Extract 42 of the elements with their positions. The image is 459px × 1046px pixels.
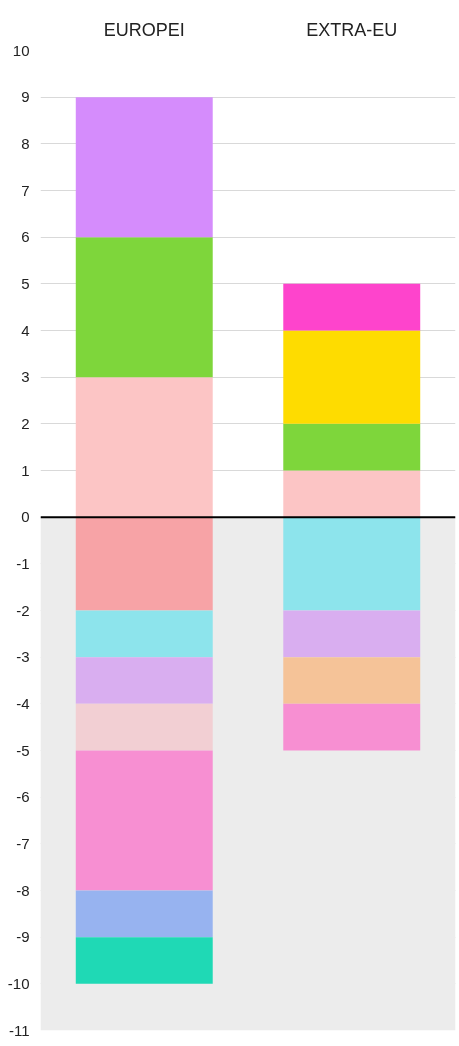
bar bbox=[75, 377, 213, 518]
y-tick-label: -5 bbox=[16, 741, 30, 759]
x-tick-label: EUROPEI bbox=[103, 19, 185, 40]
y-tick-label: -11 bbox=[8, 1021, 30, 1039]
y-tick-label: 4 bbox=[21, 321, 30, 339]
y-tick-label: -3 bbox=[16, 648, 30, 666]
y-tick-label: -2 bbox=[16, 601, 30, 619]
y-tick-label: -8 bbox=[16, 881, 30, 899]
y-tick-label: 8 bbox=[21, 134, 30, 152]
y-tick-label: 2 bbox=[21, 414, 30, 432]
y-tick-label: 7 bbox=[21, 181, 30, 199]
y-tick-label: -7 bbox=[16, 834, 30, 852]
bar bbox=[75, 97, 213, 238]
bar bbox=[75, 750, 213, 891]
y-tick-label: 0 bbox=[21, 508, 30, 526]
bar bbox=[283, 283, 421, 331]
x-tick-label: EXTRA-EU bbox=[306, 19, 398, 40]
bar bbox=[283, 517, 421, 611]
y-tick-label: -10 bbox=[7, 974, 30, 992]
y-tick-label: 3 bbox=[21, 368, 30, 386]
bar bbox=[75, 517, 213, 611]
bar bbox=[75, 657, 213, 704]
bar bbox=[283, 423, 421, 471]
bar bbox=[283, 470, 421, 518]
y-tick-label: -1 bbox=[16, 554, 30, 572]
bar bbox=[75, 610, 213, 658]
y-tick-label: 5 bbox=[21, 274, 30, 292]
y-tick-label: 10 bbox=[12, 41, 30, 59]
bar bbox=[283, 703, 421, 751]
y-tick-label: -4 bbox=[16, 694, 30, 712]
bar bbox=[75, 703, 213, 751]
y-tick-label: 1 bbox=[21, 461, 30, 479]
bar bbox=[283, 330, 421, 424]
bar bbox=[75, 937, 213, 984]
bar bbox=[283, 657, 421, 704]
y-tick-label: -6 bbox=[16, 788, 30, 806]
bar bbox=[75, 237, 213, 378]
y-tick-label: 9 bbox=[21, 88, 30, 106]
bar bbox=[283, 610, 421, 658]
bar bbox=[75, 890, 213, 938]
y-tick-label: 6 bbox=[21, 228, 30, 246]
y-tick-label: -9 bbox=[16, 928, 30, 946]
